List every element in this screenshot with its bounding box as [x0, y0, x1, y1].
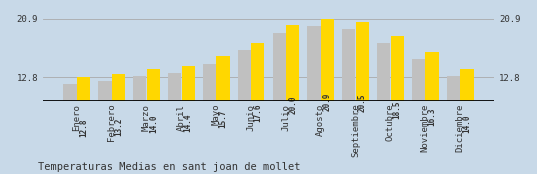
Bar: [460, 69, 474, 169]
Bar: [216, 56, 230, 169]
Text: 20.9: 20.9: [323, 92, 332, 111]
Bar: [390, 36, 404, 169]
Bar: [425, 52, 439, 169]
Text: 20.0: 20.0: [288, 95, 297, 114]
Bar: [77, 77, 90, 169]
Bar: [307, 26, 321, 169]
Text: 13.2: 13.2: [114, 117, 123, 136]
Bar: [286, 25, 299, 169]
Bar: [412, 59, 425, 169]
Bar: [182, 66, 195, 169]
Bar: [168, 73, 181, 169]
Bar: [147, 69, 160, 169]
Bar: [203, 64, 216, 169]
Bar: [238, 50, 251, 169]
Bar: [356, 22, 369, 169]
Text: 18.5: 18.5: [393, 100, 402, 119]
Bar: [112, 74, 125, 169]
Text: 14.0: 14.0: [462, 115, 471, 133]
Text: 20.5: 20.5: [358, 94, 367, 112]
Text: Temperaturas Medias en sant joan de mollet: Temperaturas Medias en sant joan de moll…: [38, 162, 300, 172]
Bar: [447, 76, 460, 169]
Bar: [377, 43, 390, 169]
Bar: [133, 76, 147, 169]
Bar: [251, 43, 265, 169]
Bar: [98, 81, 112, 169]
Bar: [272, 33, 286, 169]
Bar: [321, 19, 334, 169]
Bar: [342, 29, 355, 169]
Text: 15.7: 15.7: [219, 109, 228, 128]
Text: 14.4: 14.4: [184, 113, 193, 132]
Text: 14.0: 14.0: [149, 115, 158, 133]
Bar: [63, 84, 77, 169]
Text: 12.8: 12.8: [79, 119, 88, 137]
Text: 16.3: 16.3: [427, 107, 437, 126]
Text: 17.6: 17.6: [253, 103, 263, 121]
